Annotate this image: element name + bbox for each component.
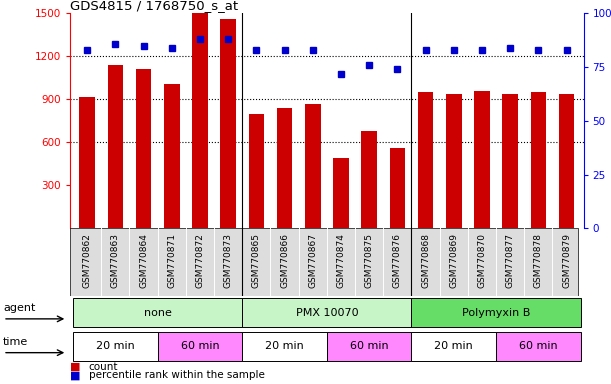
Bar xyxy=(79,97,95,228)
Text: ■: ■ xyxy=(70,370,81,380)
Text: GSM770878: GSM770878 xyxy=(534,233,543,288)
Text: GSM770879: GSM770879 xyxy=(562,233,571,288)
Text: 20 min: 20 min xyxy=(265,341,304,351)
Text: 20 min: 20 min xyxy=(96,341,135,351)
Bar xyxy=(249,114,264,228)
Text: GSM770874: GSM770874 xyxy=(337,233,345,288)
Text: PMX 10070: PMX 10070 xyxy=(296,308,358,318)
Bar xyxy=(390,148,405,228)
Bar xyxy=(362,131,377,228)
Bar xyxy=(164,84,180,228)
FancyBboxPatch shape xyxy=(73,298,243,327)
Bar xyxy=(530,92,546,228)
FancyBboxPatch shape xyxy=(327,332,411,361)
FancyBboxPatch shape xyxy=(411,332,496,361)
Bar xyxy=(277,108,292,228)
FancyBboxPatch shape xyxy=(70,228,578,296)
Bar xyxy=(333,158,349,228)
Text: 60 min: 60 min xyxy=(350,341,389,351)
Text: GSM770873: GSM770873 xyxy=(224,233,233,288)
Text: agent: agent xyxy=(3,303,35,313)
FancyBboxPatch shape xyxy=(158,332,243,361)
Text: GSM770876: GSM770876 xyxy=(393,233,402,288)
Text: 60 min: 60 min xyxy=(519,341,558,351)
FancyBboxPatch shape xyxy=(496,332,580,361)
FancyBboxPatch shape xyxy=(411,298,580,327)
FancyBboxPatch shape xyxy=(243,298,411,327)
Text: none: none xyxy=(144,308,172,318)
Text: time: time xyxy=(3,337,28,347)
Text: GSM770864: GSM770864 xyxy=(139,233,148,288)
Text: GSM770869: GSM770869 xyxy=(449,233,458,288)
Bar xyxy=(474,91,490,228)
Text: 20 min: 20 min xyxy=(434,341,473,351)
Text: ■: ■ xyxy=(70,362,81,372)
Bar xyxy=(305,104,321,228)
Text: GSM770877: GSM770877 xyxy=(506,233,514,288)
Text: GSM770866: GSM770866 xyxy=(280,233,289,288)
Bar xyxy=(502,94,518,228)
Bar xyxy=(559,94,574,228)
Bar xyxy=(418,92,433,228)
Text: GSM770871: GSM770871 xyxy=(167,233,177,288)
Text: GSM770868: GSM770868 xyxy=(421,233,430,288)
Bar xyxy=(221,19,236,228)
Text: GSM770863: GSM770863 xyxy=(111,233,120,288)
Text: GDS4815 / 1768750_s_at: GDS4815 / 1768750_s_at xyxy=(70,0,238,12)
FancyBboxPatch shape xyxy=(243,332,327,361)
Text: GSM770872: GSM770872 xyxy=(196,233,205,288)
Bar xyxy=(136,70,152,228)
Text: GSM770870: GSM770870 xyxy=(477,233,486,288)
Text: GSM770862: GSM770862 xyxy=(82,233,92,288)
Bar xyxy=(446,94,461,228)
FancyBboxPatch shape xyxy=(73,332,158,361)
Text: Polymyxin B: Polymyxin B xyxy=(462,308,530,318)
Text: count: count xyxy=(89,362,118,372)
Text: percentile rank within the sample: percentile rank within the sample xyxy=(89,370,265,380)
Bar xyxy=(108,65,123,228)
Text: GSM770875: GSM770875 xyxy=(365,233,374,288)
Text: 60 min: 60 min xyxy=(181,341,219,351)
Text: GSM770867: GSM770867 xyxy=(309,233,317,288)
Text: GSM770865: GSM770865 xyxy=(252,233,261,288)
Bar xyxy=(192,13,208,228)
